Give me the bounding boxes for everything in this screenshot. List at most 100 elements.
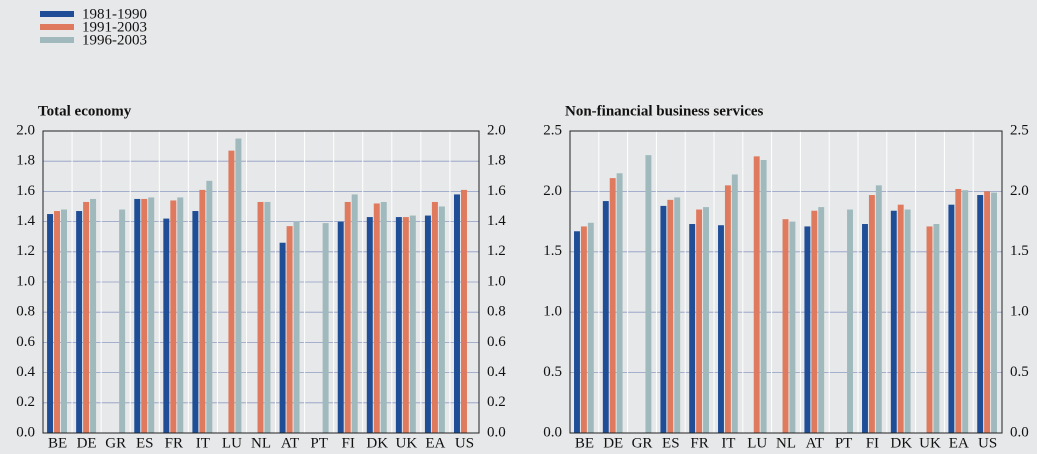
x-tick-label: UK — [919, 435, 941, 451]
bar — [811, 210, 818, 433]
x-tick-label: BE — [575, 435, 594, 451]
bar — [703, 207, 709, 433]
x-tick-label: GR — [632, 435, 653, 451]
y2-tick-label: 1.5 — [1010, 243, 1029, 259]
bar — [862, 224, 868, 433]
x-tick-label: ES — [136, 435, 154, 451]
bar — [438, 206, 445, 433]
bar — [344, 201, 351, 433]
y2-tick-label: 0.5 — [1010, 364, 1029, 380]
bar — [789, 221, 796, 433]
y2-tick-label: 0.0 — [487, 424, 506, 440]
bar — [782, 219, 789, 433]
bar — [454, 194, 460, 433]
bar — [54, 211, 61, 433]
x-tick-label: DK — [366, 435, 388, 451]
y-tick-label: 0.6 — [16, 334, 35, 350]
bar — [804, 226, 811, 433]
chart-title: Non-financial business services — [565, 103, 764, 119]
x-tick-label: ES — [662, 435, 680, 451]
plot-border — [569, 130, 1003, 434]
legend-swatch — [40, 37, 74, 43]
bar — [660, 205, 667, 433]
bar — [991, 192, 997, 433]
bar — [431, 201, 438, 433]
bar — [602, 201, 609, 433]
x-tick-label: LU — [747, 435, 767, 451]
bar — [926, 226, 933, 433]
x-tick-label: IT — [196, 435, 210, 451]
y-tick-label: 1.6 — [16, 183, 35, 199]
x-tick-label: IT — [721, 435, 735, 451]
bar — [402, 217, 409, 433]
x-tick-label: FR — [165, 435, 183, 451]
bar — [337, 221, 344, 433]
y2-tick-label: 0.4 — [487, 364, 506, 380]
bar — [460, 189, 467, 433]
y-tick-label: 0.2 — [16, 394, 35, 410]
bar — [293, 221, 300, 433]
x-tick-label: EA — [949, 435, 969, 451]
bar — [119, 209, 126, 433]
x-tick-label: US — [978, 435, 997, 451]
y-tick-label: 1.8 — [16, 153, 35, 169]
legend-swatch — [40, 11, 74, 17]
x-tick-label: DE — [77, 435, 97, 451]
y-tick-label: 1.0 — [543, 304, 562, 320]
bar — [322, 223, 329, 433]
bar — [424, 215, 431, 433]
y2-tick-label: 1.2 — [487, 243, 506, 259]
bar — [380, 201, 387, 433]
bar — [753, 156, 760, 434]
bar — [192, 211, 199, 433]
bar — [61, 209, 67, 433]
x-tick-label: GR — [105, 435, 126, 451]
bar — [264, 201, 271, 433]
bar — [890, 210, 897, 433]
y2-tick-label: 0.8 — [487, 304, 506, 320]
bar — [580, 226, 587, 433]
x-tick-label: PT — [835, 435, 853, 451]
bar — [818, 207, 825, 433]
y2-tick-label: 1.4 — [487, 213, 506, 229]
bar — [177, 197, 184, 433]
y-tick-label: 0.5 — [543, 364, 562, 380]
bar — [170, 200, 177, 433]
x-tick-label: EA — [425, 435, 445, 451]
bar — [897, 204, 904, 433]
bar — [163, 218, 170, 433]
legend-label: 1981-1990 — [82, 6, 147, 22]
y-tick-label: 1.2 — [16, 243, 35, 259]
bar — [674, 197, 681, 433]
x-tick-label: DK — [890, 435, 912, 451]
y2-tick-label: 1.0 — [487, 273, 506, 289]
y2-tick-label: 0.2 — [487, 394, 506, 410]
y-tick-label: 2.5 — [543, 122, 562, 138]
bar — [409, 215, 416, 433]
x-tick-label: US — [455, 435, 474, 451]
bar — [962, 190, 969, 433]
bar — [373, 203, 380, 433]
x-tick-label: UK — [395, 435, 417, 451]
bar — [148, 197, 155, 433]
bar — [875, 185, 882, 433]
legend-label: 1996-2003 — [82, 32, 147, 48]
y-tick-label: 0.8 — [16, 304, 35, 320]
bar — [286, 226, 293, 433]
bar — [868, 195, 875, 433]
bar — [279, 242, 286, 433]
bar — [47, 214, 54, 433]
bar — [395, 217, 402, 433]
bar — [587, 222, 594, 433]
y-tick-label: 1.5 — [543, 243, 562, 259]
x-tick-label: AT — [806, 435, 824, 451]
y-tick-label: 0.0 — [16, 424, 35, 440]
y-tick-label: 1.4 — [16, 213, 35, 229]
bar — [235, 138, 242, 434]
bar — [90, 198, 97, 433]
y2-tick-label: 2.0 — [487, 122, 506, 138]
bar — [351, 194, 358, 433]
y2-tick-label: 1.0 — [1010, 304, 1029, 320]
